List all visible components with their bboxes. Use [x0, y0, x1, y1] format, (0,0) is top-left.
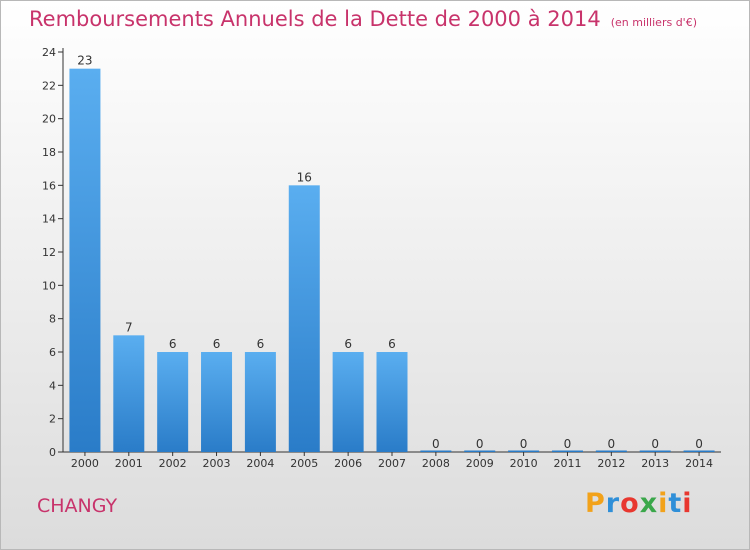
y-tick-label: 12	[42, 246, 56, 259]
x-tick-label: 2006	[334, 457, 362, 470]
x-tick-label: 2002	[159, 457, 187, 470]
bar	[201, 352, 233, 452]
bar	[683, 450, 715, 452]
data-label: 16	[297, 170, 312, 184]
x-tick-label: 2011	[553, 457, 581, 470]
y-tick-label: 24	[42, 46, 56, 59]
y-tick-label: 16	[42, 179, 56, 192]
logo-letter: x	[639, 488, 659, 519]
data-label: 6	[257, 337, 265, 351]
x-tick-label: 2014	[685, 457, 713, 470]
data-label: 0	[651, 437, 659, 451]
y-tick-label: 22	[42, 79, 56, 92]
chart-title-text: Remboursements Annuels de la Dette de 20…	[29, 7, 601, 31]
y-tick-label: 10	[42, 279, 56, 292]
x-tick-label: 2003	[203, 457, 231, 470]
bar	[113, 335, 145, 452]
data-label: 6	[213, 337, 221, 351]
logo-letter: o	[620, 488, 640, 519]
data-label: 0	[520, 437, 528, 451]
data-label: 0	[564, 437, 572, 451]
y-tick-label: 20	[42, 113, 56, 126]
x-tick-label: 2000	[71, 457, 99, 470]
data-label: 0	[695, 437, 703, 451]
logo-letter: i	[682, 488, 693, 519]
x-tick-label: 2010	[510, 457, 538, 470]
bar	[244, 352, 276, 452]
bar	[639, 450, 671, 452]
bar	[157, 352, 189, 452]
y-tick-label: 14	[42, 213, 56, 226]
y-tick-label: 6	[49, 346, 56, 359]
y-tick-label: 2	[49, 413, 56, 426]
x-tick-label: 2008	[422, 457, 450, 470]
x-tick-label: 2004	[246, 457, 274, 470]
data-label: 23	[77, 54, 92, 68]
bar	[595, 450, 627, 452]
data-label: 0	[608, 437, 616, 451]
data-label: 0	[476, 437, 484, 451]
logo-letter: i	[658, 488, 669, 519]
proxiti-logo: Proxiti	[585, 488, 693, 519]
x-tick-label: 2013	[641, 457, 669, 470]
bar	[69, 68, 101, 453]
data-label: 6	[388, 337, 396, 351]
x-tick-label: 2007	[378, 457, 406, 470]
data-label: 6	[344, 337, 352, 351]
bar	[508, 450, 540, 452]
bar	[376, 352, 408, 452]
bar	[332, 352, 364, 452]
chart-title: Remboursements Annuels de la Dette de 20…	[29, 7, 697, 31]
y-tick-label: 4	[49, 379, 56, 392]
logo-letter: P	[585, 488, 606, 519]
y-tick-label: 0	[49, 446, 56, 459]
bar	[551, 450, 583, 452]
bar	[420, 450, 452, 452]
x-tick-label: 2009	[466, 457, 494, 470]
x-tick-label: 2012	[597, 457, 625, 470]
location-name: CHANGY	[37, 495, 118, 517]
data-label: 6	[169, 337, 177, 351]
unit-note: (en milliers d'€)	[610, 16, 697, 29]
x-tick-label: 2005	[290, 457, 318, 470]
data-label: 0	[432, 437, 440, 451]
logo-letter: r	[605, 488, 621, 519]
x-tick-label: 2001	[115, 457, 143, 470]
logo-letter: t	[668, 488, 683, 519]
bar	[464, 450, 496, 452]
bar	[288, 185, 320, 453]
y-tick-label: 8	[49, 313, 56, 326]
data-label: 7	[125, 320, 133, 334]
y-tick-label: 18	[42, 146, 56, 159]
